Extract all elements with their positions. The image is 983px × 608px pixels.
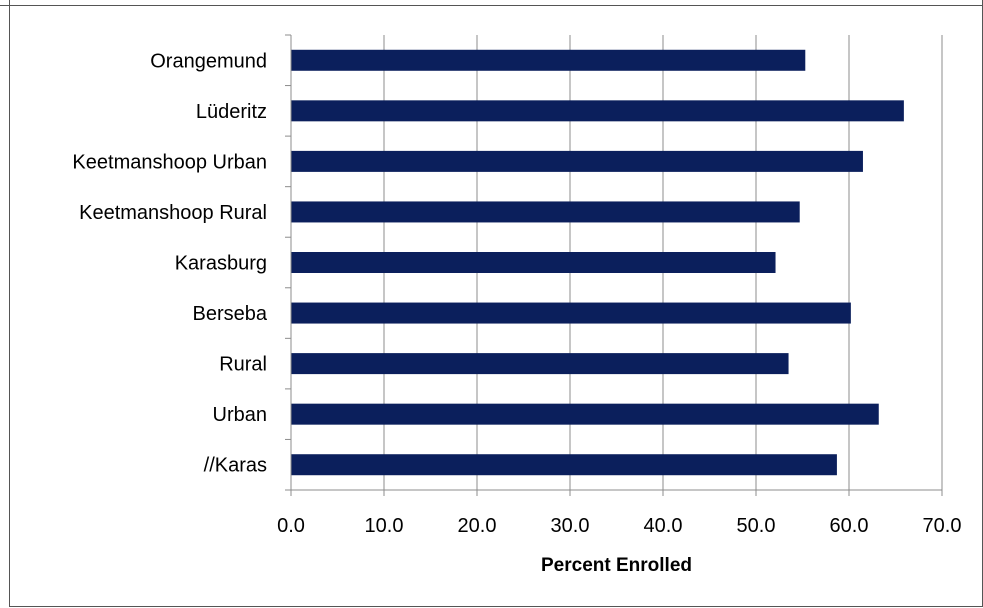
category-label: //Karas bbox=[204, 455, 267, 477]
category-label: Keetmanshoop Urban bbox=[72, 151, 267, 173]
bar-urban bbox=[291, 403, 879, 425]
x-tick-label: 10.0 bbox=[365, 515, 404, 537]
bar-keetmanshoop-rural bbox=[291, 201, 800, 223]
x-tick-label: 30.0 bbox=[551, 515, 590, 537]
x-tick-label: 20.0 bbox=[458, 515, 497, 537]
top-border-rule bbox=[0, 5, 983, 6]
x-tick-label: 60.0 bbox=[830, 515, 869, 537]
category-labels: //Karas Urban Rural Berseba Karasburg Keetman… bbox=[72, 50, 267, 476]
category-label: Karasburg bbox=[175, 253, 267, 275]
axes bbox=[285, 34, 943, 496]
bar-l-deritz bbox=[291, 100, 904, 122]
bar-orangemund bbox=[291, 49, 806, 71]
category-label: Keetmanshoop Rural bbox=[79, 202, 267, 224]
category-label: Orangemund bbox=[150, 50, 267, 72]
x-tick-label: 40.0 bbox=[644, 515, 683, 537]
category-label: Urban bbox=[213, 404, 267, 426]
bar-karasburg bbox=[291, 252, 776, 273]
x-axis-title: Percent Enrolled bbox=[541, 555, 692, 576]
bars bbox=[291, 49, 904, 476]
category-label: Lüderitz bbox=[196, 101, 267, 123]
tick-labels: 0.0 10.0 20.0 30.0 40.0 50.0 60.0 70.0 bbox=[277, 515, 961, 537]
bar-keetmanshoop-urban bbox=[291, 150, 863, 172]
category-label: Berseba bbox=[193, 303, 268, 325]
x-tick-label: 0.0 bbox=[277, 515, 305, 537]
category-label: Rural bbox=[219, 354, 267, 376]
x-tick-label: 50.0 bbox=[737, 515, 776, 537]
x-tick-label: 70.0 bbox=[923, 515, 962, 537]
bar-rural bbox=[291, 353, 789, 375]
bar-berseba bbox=[291, 302, 851, 324]
bar-karas bbox=[291, 454, 837, 476]
